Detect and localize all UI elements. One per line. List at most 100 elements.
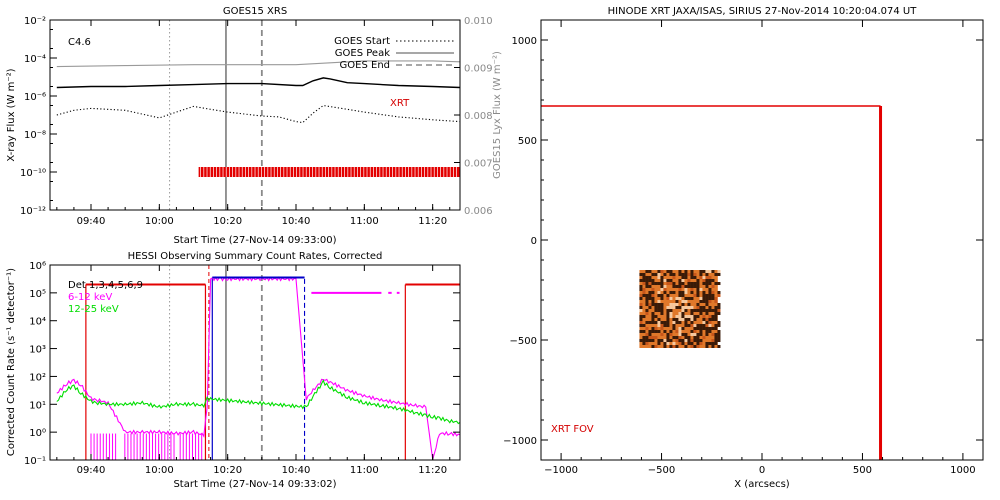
xrt-image-pixel [711,309,715,312]
hessi-xtick-label: 11:20 [418,465,447,476]
xrt-image-pixel [705,330,709,333]
xrt-image-pixel [660,306,664,309]
xrt-image-pixel [702,321,706,324]
xrt-image-pixel [681,333,685,336]
xrt-image-pixel [690,273,694,276]
xrt-image-pixel [675,321,679,324]
xrt-image-pixel [669,279,673,282]
xrt-image-pixel [714,297,718,300]
xrt-image-pixel [708,276,712,279]
xrt-image-pixel [687,339,691,342]
hessi-frame [49,264,461,461]
xrt-image-pixel [678,327,682,330]
xrt-image-pixel [645,279,649,282]
xrt-image-pixel [648,294,652,297]
goes-ytick-label: 10⁻¹² [20,206,46,217]
xrt-image-pixel [717,345,721,348]
xrt-image-pixel [645,309,649,312]
xrt-image-pixel [699,324,703,327]
goes-ytick-label: 10⁻² [24,16,46,27]
xrt-image-pixel [651,273,655,276]
xrt-image-pixel [642,276,646,279]
xrt-image-pixel [693,294,697,297]
xrt-image-pixel [702,270,706,273]
xrt-image-pixel [657,324,661,327]
hessi-xtick-label: 11:00 [350,465,379,476]
goes-series-xrs-short [56,104,461,124]
xrt-image-pixel [702,306,706,309]
xrt-image-pixel [681,315,685,318]
xrt-image-pixel [702,309,706,312]
xrt-image-pixel [672,285,676,288]
xrt-image-pixel [696,339,700,342]
goes-ytick-right-label: 0.008 [464,111,493,122]
xrt-image-pixel [699,288,703,291]
xrt-image-pixel [684,270,688,273]
goes-xrt-coverage-bar [198,167,460,177]
xrt-image-pixel [657,339,661,342]
xrt-image-pixel [711,291,715,294]
xrt-image-pixel [690,321,694,324]
xrt-image-pixel [672,336,676,339]
xrt-image-pixel [696,345,700,348]
xrt-image-pixel [708,318,712,321]
xrt-image-pixel [660,327,664,330]
legend-goes-peak: GOES Peak [335,48,390,59]
xrt-image-pixel [681,303,685,306]
xrt-image-pixel [663,321,667,324]
xrt-image-pixel [714,333,718,336]
xrt-image-pixel [666,282,670,285]
xrt-panel: HINODE XRT JAXA/ISAS, SIRIUS 27-Nov-2014… [503,6,984,490]
xrt-image-pixel [702,318,706,321]
xrt-fov-label: XRT FOV [551,424,594,435]
xrt-image-pixel [678,318,682,321]
xrt-image-pixel [639,303,643,306]
xrt-image-pixel [681,312,685,315]
xrt-image-pixel [660,339,664,342]
xrt-image-pixel [675,306,679,309]
xrt-image-pixel [654,282,658,285]
xrt-image-pixel [678,279,682,282]
xrt-image-pixel [696,291,700,294]
goes-flare-class: C4.6 [68,37,91,48]
legend-6-12: 6-12 keV [68,292,112,303]
xrt-image-pixel [705,327,709,330]
xrt-image-pixel [687,273,691,276]
xrt-image-pixel [684,324,688,327]
xrt-image-pixel [684,291,688,294]
xrt-image-pixel [648,297,652,300]
goes-frame [49,19,461,211]
xrt-image-pixel [699,270,703,273]
xrt-image-pixel [657,306,661,309]
xrt-image-pixel [681,285,685,288]
xrt-image-pixel [693,282,697,285]
xrt-image-pixel [666,297,670,300]
xrt-image-pixel [687,306,691,309]
xrt-image-pixel [690,312,694,315]
xrt-image-pixel [663,288,667,291]
xrt-image-pixel [657,321,661,324]
xrt-image-pixel [663,291,667,294]
xrt-image-pixel [642,342,646,345]
xrt-image-pixel [687,336,691,339]
xrt-image-pixel [663,330,667,333]
xrt-image-pixel [705,324,709,327]
xrt-image-pixel [690,276,694,279]
xrt-image-pixel [654,330,658,333]
xrt-image-pixel [714,324,718,327]
xrt-image-pixel [705,318,709,321]
xrt-image-pixel [684,273,688,276]
xrt-image-pixel [711,318,715,321]
xrt-image-pixel [705,333,709,336]
hessi-xtick-label: 10:00 [145,465,174,476]
xrt-image-pixel [702,297,706,300]
xrt-image-pixel [690,342,694,345]
xrt-image-pixel [717,273,721,276]
xrt-image-pixel [705,297,709,300]
goes-ytick-right-label: 0.006 [464,206,493,217]
xrt-image-pixel [648,279,652,282]
xrt-image-pixel [678,336,682,339]
xrt-image-pixel [711,285,715,288]
xrt-image-pixel [690,306,694,309]
xrt-image-pixel [666,294,670,297]
